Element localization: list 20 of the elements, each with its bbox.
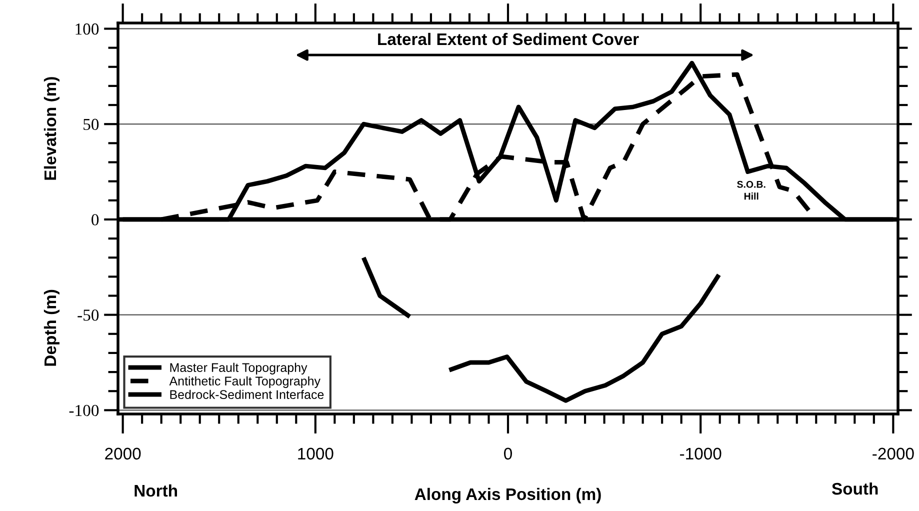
- annotation: Lateral Extent of Sediment Cover: [378, 32, 639, 46]
- x-tick-label: 2000: [105, 448, 141, 460]
- x-tick-label: -1000: [680, 448, 722, 460]
- legend-label: Master Fault Topography: [170, 362, 308, 374]
- text: North: [134, 484, 177, 497]
- y-tick-label: 0: [92, 214, 99, 226]
- y-tick-label: 100: [76, 23, 99, 35]
- y-tick-label: -100: [69, 404, 99, 416]
- y-tick-label: -50: [78, 310, 99, 321]
- x-tick-label: 1000: [298, 448, 334, 460]
- text: Depth (m): [44, 290, 60, 366]
- legend-label: Bedrock-Sediment Interface: [170, 390, 324, 400]
- legend-label: Antithetic Fault Topography: [169, 376, 320, 388]
- x-axis-title: Along Axis Position (m): [414, 488, 601, 504]
- y-axis-title: Elevation (m): [44, 77, 60, 180]
- annotation: S.O.B. Hill: [737, 180, 766, 200]
- x-tick-label: 0: [504, 448, 512, 460]
- y-tick-label: 50: [84, 118, 99, 130]
- x-tick-label: -2000: [872, 448, 914, 460]
- text: South: [832, 482, 878, 495]
